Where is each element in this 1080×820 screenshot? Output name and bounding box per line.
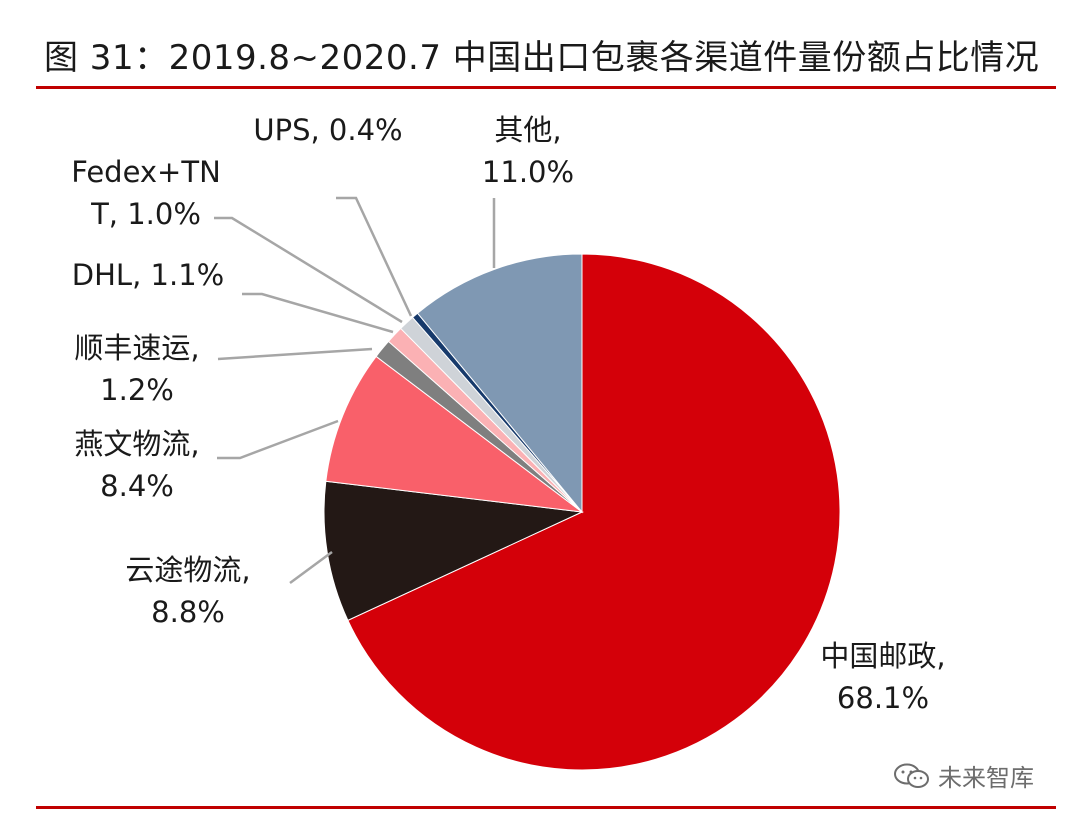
slice-label: 燕文物流, 8.4% <box>74 427 199 503</box>
slice-label-line2: 11.0% <box>482 155 574 189</box>
pie-slice <box>347 253 841 771</box>
slice-label-line1: 云途物流, <box>125 553 250 587</box>
leader-line <box>214 216 403 324</box>
slice-label: DHL, 1.1% <box>72 258 224 292</box>
watermark: 未来智库 <box>892 758 1034 793</box>
chart-title: 图 31：2019.8~2020.7 中国出口包裹各渠道件量份额占比情况 <box>44 38 1040 78</box>
slice-label-line2: 8.8% <box>151 595 225 629</box>
pie-slice <box>416 253 583 514</box>
slice-label-line2: T, 1.0% <box>90 197 201 231</box>
slice-label: UPS, 0.4% <box>253 113 402 147</box>
slice-label-line2: 1.2% <box>100 373 174 407</box>
pie-slice <box>323 480 584 622</box>
slice-label: 顺丰速运, 1.2% <box>74 331 199 407</box>
title-divider <box>36 86 1056 89</box>
leader-lines <box>214 196 496 585</box>
slice-label: Fedex+TN T, 1.0% <box>71 155 221 231</box>
leader-line <box>336 196 413 317</box>
slice-label-line1: 燕文物流, <box>74 427 199 461</box>
slice-label-line2: 68.1% <box>837 681 929 715</box>
footer-divider <box>36 806 1056 809</box>
leader-line <box>217 419 339 460</box>
slice-label-line1: 中国邮政, <box>820 639 945 673</box>
slice-label-line2: 8.4% <box>100 469 174 503</box>
watermark-text: 未来智库 <box>938 764 1034 792</box>
pie-slice <box>325 355 584 513</box>
slice-label: 中国邮政, 68.1% <box>820 639 945 715</box>
slice-label-line1: Fedex+TN <box>71 155 221 189</box>
wechat-icon <box>894 763 929 788</box>
slice-label-line1: UPS, 0.4% <box>253 113 402 147</box>
leader-line <box>242 292 394 334</box>
slice-label-line1: DHL, 1.1% <box>72 258 224 292</box>
slice-label: 云途物流, 8.8% <box>125 553 250 629</box>
slice-label-line1: 顺丰速运, <box>74 331 199 365</box>
slice-label: 其他, 11.0% <box>482 113 574 189</box>
pie-slices <box>323 253 841 771</box>
leader-line <box>217 347 373 361</box>
slice-labels: 中国邮政, 68.1% 云途物流, 8.8% 燕文物流, 8.4% 顺丰速运, 1.2% DHL… <box>71 113 945 715</box>
leader-line <box>289 550 333 585</box>
slice-label-line1: 其他, <box>494 113 561 147</box>
